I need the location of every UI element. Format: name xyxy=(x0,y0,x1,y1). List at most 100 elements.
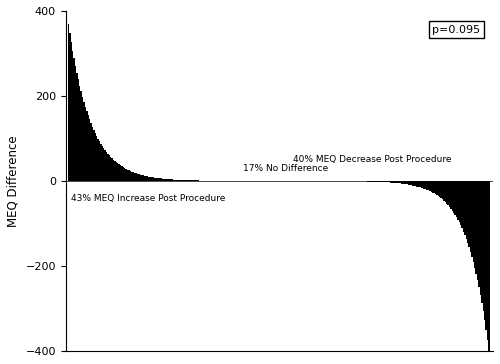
Bar xyxy=(89,119,90,181)
Bar xyxy=(434,181,436,194)
Bar xyxy=(486,181,488,340)
Bar xyxy=(72,51,74,181)
Bar xyxy=(386,181,387,182)
Bar xyxy=(457,181,458,220)
Bar xyxy=(182,180,183,181)
Bar xyxy=(439,181,440,197)
Bar xyxy=(370,181,372,182)
Bar xyxy=(124,168,126,181)
Bar xyxy=(79,86,80,181)
Bar xyxy=(186,180,188,181)
Bar xyxy=(467,181,468,243)
Bar xyxy=(448,181,449,205)
Bar xyxy=(183,180,184,181)
Bar xyxy=(366,181,367,182)
Bar xyxy=(162,179,164,181)
Bar xyxy=(397,181,398,183)
Bar xyxy=(410,181,411,185)
Bar xyxy=(466,181,467,239)
Bar xyxy=(116,162,117,181)
Bar xyxy=(400,181,401,183)
Bar xyxy=(438,181,439,196)
Bar xyxy=(118,165,120,181)
Bar xyxy=(443,181,444,201)
Bar xyxy=(164,179,165,181)
Bar xyxy=(436,181,438,195)
Bar xyxy=(178,180,179,181)
Bar xyxy=(192,180,193,181)
Bar xyxy=(160,178,162,181)
Bar xyxy=(418,181,420,187)
Bar xyxy=(94,133,96,181)
Text: 40% MEQ Decrease Post Procedure: 40% MEQ Decrease Post Procedure xyxy=(293,155,452,164)
Bar xyxy=(470,181,472,252)
Bar xyxy=(174,180,176,181)
Bar xyxy=(70,42,72,181)
Bar xyxy=(106,152,107,181)
Bar xyxy=(477,181,478,280)
Bar xyxy=(406,181,408,185)
Bar xyxy=(134,173,136,181)
Bar xyxy=(176,180,178,181)
Bar xyxy=(367,181,368,182)
Bar xyxy=(468,181,470,248)
Bar xyxy=(488,181,490,351)
Bar xyxy=(464,181,466,235)
Bar xyxy=(142,175,144,181)
Bar xyxy=(428,181,429,190)
Bar xyxy=(130,171,131,181)
Bar xyxy=(75,66,76,181)
Bar xyxy=(432,181,434,193)
Bar xyxy=(144,175,145,181)
Bar xyxy=(452,181,453,211)
Bar xyxy=(374,181,376,182)
Bar xyxy=(103,148,104,181)
Bar xyxy=(429,181,430,191)
Bar xyxy=(382,181,384,182)
Bar xyxy=(117,163,118,181)
Bar xyxy=(104,150,106,181)
Bar xyxy=(107,154,108,181)
Bar xyxy=(159,178,160,181)
Bar xyxy=(146,176,148,181)
Bar xyxy=(90,123,92,181)
Bar xyxy=(76,73,78,181)
Bar xyxy=(390,181,391,182)
Bar xyxy=(102,146,103,181)
Bar xyxy=(384,181,386,182)
Bar xyxy=(454,181,456,215)
Bar xyxy=(113,160,114,181)
Bar xyxy=(166,179,168,181)
Bar xyxy=(96,136,98,181)
Bar xyxy=(74,59,75,181)
Bar xyxy=(405,181,406,184)
Y-axis label: MEQ Difference: MEQ Difference xyxy=(7,135,20,227)
Bar xyxy=(391,181,392,183)
Bar xyxy=(440,181,442,198)
Bar xyxy=(132,172,134,181)
Bar xyxy=(190,180,192,181)
Bar xyxy=(425,181,426,189)
Bar xyxy=(180,180,182,181)
Bar xyxy=(401,181,402,183)
Bar xyxy=(145,176,146,181)
Bar xyxy=(172,179,174,181)
Bar xyxy=(114,161,116,181)
Bar xyxy=(408,181,410,185)
Bar xyxy=(404,181,405,184)
Bar xyxy=(152,177,154,181)
Bar xyxy=(122,167,124,181)
Bar xyxy=(86,111,88,181)
Bar xyxy=(93,130,94,181)
Bar xyxy=(131,171,132,181)
Bar xyxy=(110,157,112,181)
Bar xyxy=(100,144,102,181)
Bar xyxy=(411,181,412,185)
Bar xyxy=(416,181,418,186)
Bar xyxy=(430,181,432,192)
Bar xyxy=(80,91,82,181)
Bar xyxy=(120,165,121,181)
Bar xyxy=(158,178,159,181)
Bar xyxy=(392,181,394,183)
Bar xyxy=(138,174,140,181)
